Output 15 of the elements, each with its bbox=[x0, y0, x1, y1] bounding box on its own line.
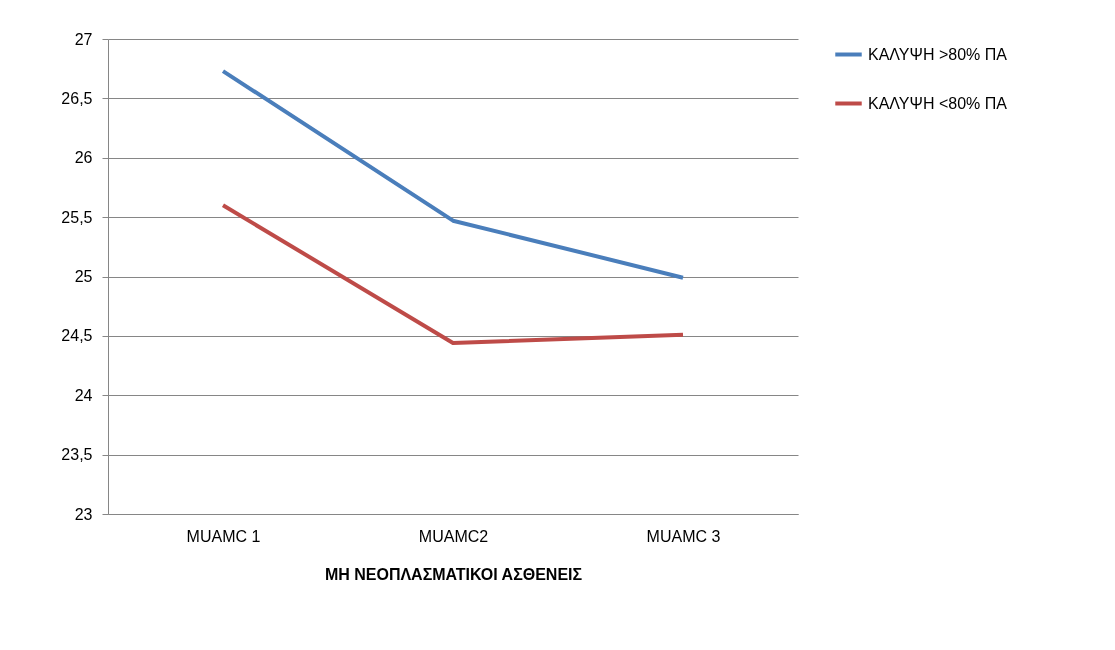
y-tick-label: 24,5 bbox=[61, 327, 93, 345]
legend-label: ΚΑΛΥΨΗ >80% ΠΑ bbox=[868, 45, 1008, 63]
y-tick-label: 25,5 bbox=[61, 208, 93, 226]
y-tick-label: 25 bbox=[74, 268, 93, 285]
y-tick-label: 26 bbox=[74, 149, 93, 167]
x-tick-label: MUAMC 3 bbox=[646, 527, 721, 545]
y-tick-label: 24 bbox=[74, 386, 93, 404]
y-tick-label: 26,5 bbox=[61, 89, 93, 107]
x-tick-label: MUAMC 1 bbox=[186, 527, 261, 545]
legend-label: ΚΑΛΥΨΗ <80% ΠΑ bbox=[868, 94, 1008, 112]
y-tick-label: 23,5 bbox=[61, 446, 93, 464]
y-tick-label: 27 bbox=[74, 30, 93, 48]
y-tick-label: 23 bbox=[74, 505, 93, 523]
x-axis-title: ΜΗ ΝΕΟΠΛΑΣΜΑΤΙΚΟΙ ΑΣΘΕΝΕΙΣ bbox=[324, 565, 583, 583]
x-tick-label: MUAMC2 bbox=[418, 527, 489, 545]
